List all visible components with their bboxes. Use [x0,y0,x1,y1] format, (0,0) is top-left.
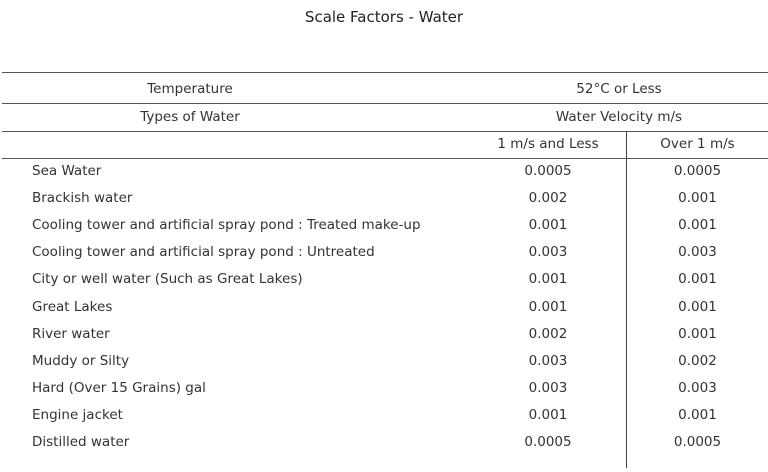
table-row: Muddy or Silty 0.003 0.002 [0,353,768,380]
water-type-cell: Cooling tower and artificial spray pond … [32,217,421,234]
value-over-1ms: 0.001 [678,271,717,288]
value-over-1ms: 0.001 [678,217,717,234]
types-of-water-label: Types of Water [140,109,240,125]
water-type-cell: Sea Water [32,163,102,179]
temperature-label: Temperature [147,81,233,97]
temperature-value: 52°C or Less [576,81,662,97]
table-row: Distilled water 0.0005 0.0005 [0,434,768,461]
value-1ms-and-less: 0.001 [528,298,568,315]
table-row: Engine jacket 0.001 0.001 [0,407,768,434]
value-over-1ms: 0.002 [678,352,717,369]
water-type-cell: City or well water (Such as Great Lakes) [32,271,303,288]
water-type-cell: Engine jacket [32,406,123,423]
column-header-1ms-and-less: 1 m/s and Less [497,136,599,152]
water-type-cell: River water [32,325,110,342]
table-row: River water 0.002 0.001 [0,326,768,353]
water-velocity-label: Water Velocity m/s [555,109,683,125]
value-over-1ms: 0.003 [678,379,717,396]
table-row: City or well water (Such as Great Lakes)… [0,271,768,298]
value-over-1ms: 0.0005 [673,163,722,179]
table-row: Great Lakes 0.001 0.001 [0,299,768,326]
water-type-cell: Great Lakes [32,298,113,315]
table-top-border [2,72,768,73]
value-1ms-and-less: 0.003 [528,379,568,396]
value-over-1ms: 0.0005 [673,434,722,450]
table-row: Sea Water 0.0005 0.0005 [0,163,768,190]
value-1ms-and-less: 0.003 [528,352,568,369]
value-over-1ms: 0.001 [678,298,717,315]
divider [2,131,768,132]
table-row: Cooling tower and artificial spray pond … [0,244,768,271]
water-type-cell: Muddy or Silty [32,352,130,369]
value-1ms-and-less: 0.0005 [524,163,572,179]
water-type-cell: Brackish water [32,190,133,207]
table-row: Hard (Over 15 Grains) gal 0.003 0.003 [0,380,768,407]
value-over-1ms: 0.001 [678,325,717,342]
page-title: Scale Factors - Water [304,8,464,26]
value-1ms-and-less: 0.001 [528,406,568,423]
value-1ms-and-less: 0.0005 [524,434,572,450]
divider [2,158,768,159]
value-1ms-and-less: 0.003 [528,244,568,261]
value-1ms-and-less: 0.002 [528,325,568,342]
value-over-1ms: 0.001 [678,406,717,423]
value-1ms-and-less: 0.001 [528,217,568,234]
value-over-1ms: 0.001 [678,190,717,207]
table-row: Brackish water 0.002 0.001 [0,190,768,217]
water-type-cell: Distilled water [32,434,130,450]
value-1ms-and-less: 0.002 [528,190,568,207]
water-type-cell: Cooling tower and artificial spray pond … [32,244,375,261]
value-1ms-and-less: 0.001 [528,271,568,288]
value-over-1ms: 0.003 [678,244,717,261]
divider [2,103,768,104]
water-type-cell: Hard (Over 15 Grains) gal [32,379,206,396]
table-row: Cooling tower and artificial spray pond … [0,217,768,244]
column-header-over-1ms: Over 1 m/s [660,136,735,152]
column-divider [626,131,627,468]
